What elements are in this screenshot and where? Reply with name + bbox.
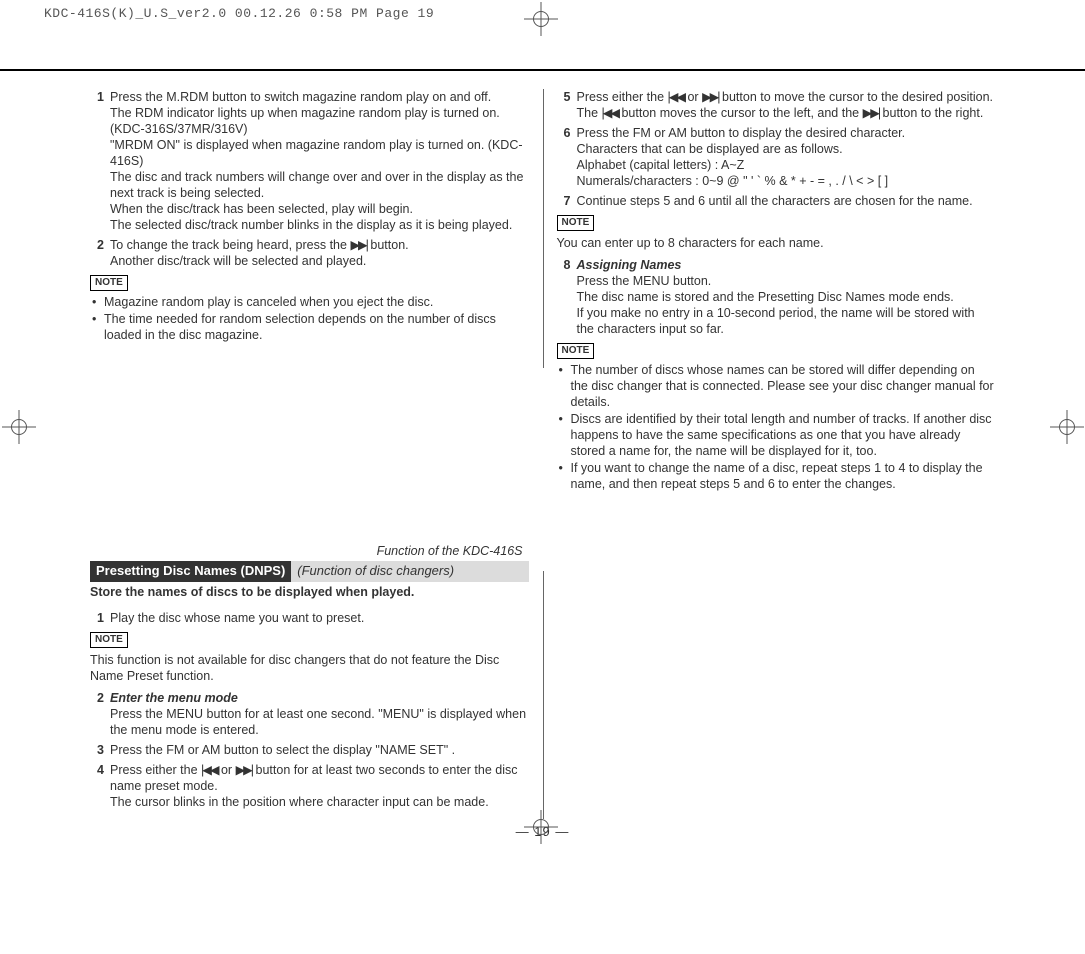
note-label: NOTE <box>557 215 595 231</box>
step-4b: 4 Press either the |◀◀ or ▶▶| button for… <box>90 762 529 810</box>
text: Characters that can be displayed are as … <box>577 141 996 157</box>
text: Numerals/characters : 0~9 @ " ' ` % & * … <box>577 173 996 189</box>
text: The |◀◀ button moves the cursor to the l… <box>577 105 996 121</box>
lower-columns: Function of the KDC-416S Presetting Disc… <box>90 493 995 812</box>
left-column-lower: Function of the KDC-416S Presetting Disc… <box>90 493 543 812</box>
text: The disc and track numbers will change o… <box>110 169 529 201</box>
text: When the disc/track has been selected, p… <box>110 201 529 217</box>
bullet: Magazine random play is canceled when yo… <box>90 294 529 310</box>
registration-mark-right <box>1050 410 1084 444</box>
section-heading: Presetting Disc Names (DNPS) (Function o… <box>90 561 529 582</box>
text: Press either the |◀◀ or ▶▶| button to mo… <box>577 89 996 105</box>
step-3b: 3 Press the FM or AM button to select th… <box>90 742 529 758</box>
step-1b: 1 Play the disc whose name you want to p… <box>90 610 529 626</box>
note-list: Magazine random play is canceled when yo… <box>90 294 529 343</box>
note-label: NOTE <box>90 632 128 648</box>
column-separator <box>543 571 544 819</box>
fast-forward-icon: ▶▶| <box>236 763 252 777</box>
text: To change the track being heard, press t… <box>110 237 529 253</box>
text: If you make no entry in a 10-second peri… <box>577 305 996 337</box>
right-column-lower <box>543 493 996 812</box>
page-body: 1 Press the M.RDM button to switch magaz… <box>0 71 1085 839</box>
text: Press the M.RDM button to switch magazin… <box>110 89 529 105</box>
text: The selected disc/track number blinks in… <box>110 217 529 233</box>
bullet: Discs are identified by their total leng… <box>557 411 996 459</box>
text: The RDM indicator lights up when magazin… <box>110 105 529 137</box>
text: Another disc/track will be selected and … <box>110 253 529 269</box>
bullet: If you want to change the name of a disc… <box>557 460 996 492</box>
registration-mark-bottom <box>524 810 558 844</box>
text: Continue steps 5 and 6 until all the cha… <box>577 193 996 209</box>
right-column: 5 Press either the |◀◀ or ▶▶| button to … <box>543 85 996 493</box>
note-text: You can enter up to 8 characters for eac… <box>557 235 996 251</box>
step-title: Assigning Names <box>577 257 996 273</box>
step-6: 6 Press the FM or AM button to display t… <box>557 125 996 189</box>
fast-forward-icon: ▶▶| <box>863 106 879 120</box>
rewind-icon: |◀◀ <box>668 90 684 104</box>
left-column: 1 Press the M.RDM button to switch magaz… <box>90 85 543 493</box>
rewind-icon: |◀◀ <box>602 106 618 120</box>
bullet: The number of discs whose names can be s… <box>557 362 996 410</box>
upper-columns: 1 Press the M.RDM button to switch magaz… <box>90 85 995 493</box>
function-of-label: Function of the KDC-416S <box>90 543 529 559</box>
note-list: The number of discs whose names can be s… <box>557 362 996 492</box>
fast-forward-icon: ▶▶| <box>702 90 718 104</box>
section-subtitle: (Function of disc changers) <box>291 561 528 582</box>
rewind-icon: |◀◀ <box>201 763 217 777</box>
step-2b: 2 Enter the menu mode Press the MENU but… <box>90 690 529 738</box>
text: Press either the |◀◀ or ▶▶| button for a… <box>110 762 529 794</box>
text: Press the FM or AM button to display the… <box>577 125 996 141</box>
fast-forward-icon: ▶▶| <box>350 238 366 252</box>
text: The disc name is stored and the Presetti… <box>577 289 996 305</box>
note-label: NOTE <box>557 343 595 359</box>
note-label: NOTE <box>90 275 128 291</box>
step-7: 7 Continue steps 5 and 6 until all the c… <box>557 193 996 209</box>
note-text: This function is not available for disc … <box>90 652 529 684</box>
text: Press the MENU button. <box>577 273 996 289</box>
step-8: 8 Assigning Names Press the MENU button.… <box>557 257 996 337</box>
column-separator <box>543 89 544 368</box>
text: Press the MENU button for at least one s… <box>110 706 529 738</box>
step-2: 2 To change the track being heard, press… <box>90 237 529 269</box>
section-title: Presetting Disc Names (DNPS) <box>90 561 291 582</box>
text: "MRDM ON" is displayed when magazine ran… <box>110 137 529 169</box>
text: Press the FM or AM button to select the … <box>110 742 529 758</box>
section-description: Store the names of discs to be displayed… <box>90 584 529 600</box>
bullet: The time needed for random selection dep… <box>90 311 529 343</box>
registration-mark-left <box>2 410 36 444</box>
text: The cursor blinks in the position where … <box>110 794 529 810</box>
text: Play the disc whose name you want to pre… <box>110 610 529 626</box>
step-1: 1 Press the M.RDM button to switch magaz… <box>90 89 529 233</box>
text: Alphabet (capital letters) : A~Z <box>577 157 996 173</box>
step-title: Enter the menu mode <box>110 690 529 706</box>
registration-mark-top <box>524 2 558 36</box>
step-5: 5 Press either the |◀◀ or ▶▶| button to … <box>557 89 996 121</box>
